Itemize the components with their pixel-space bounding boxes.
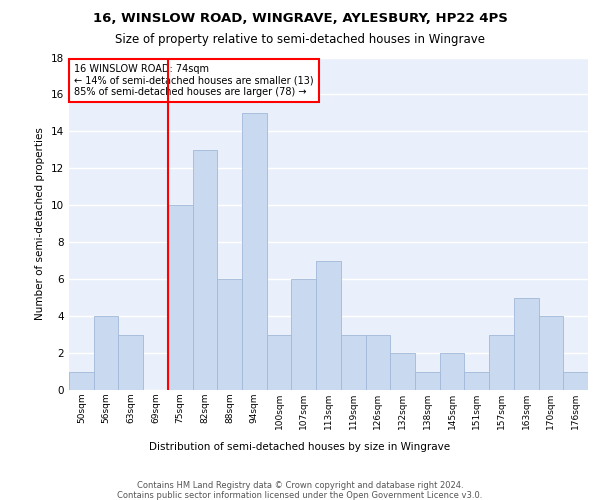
Bar xyxy=(168,206,193,390)
Text: 16, WINSLOW ROAD, WINGRAVE, AYLESBURY, HP22 4PS: 16, WINSLOW ROAD, WINGRAVE, AYLESBURY, H… xyxy=(92,12,508,26)
Bar xyxy=(118,334,143,390)
Bar xyxy=(341,334,365,390)
Bar xyxy=(217,279,242,390)
Text: Distribution of semi-detached houses by size in Wingrave: Distribution of semi-detached houses by … xyxy=(149,442,451,452)
Bar xyxy=(365,334,390,390)
Bar xyxy=(69,372,94,390)
Bar xyxy=(464,372,489,390)
Bar xyxy=(415,372,440,390)
Text: 16 WINSLOW ROAD: 74sqm
← 14% of semi-detached houses are smaller (13)
85% of sem: 16 WINSLOW ROAD: 74sqm ← 14% of semi-det… xyxy=(74,64,314,98)
Bar xyxy=(193,150,217,390)
Text: Size of property relative to semi-detached houses in Wingrave: Size of property relative to semi-detach… xyxy=(115,32,485,46)
Bar xyxy=(440,353,464,390)
Text: Contains HM Land Registry data © Crown copyright and database right 2024.
Contai: Contains HM Land Registry data © Crown c… xyxy=(118,481,482,500)
Bar xyxy=(242,113,267,390)
Bar xyxy=(316,260,341,390)
Bar xyxy=(539,316,563,390)
Bar xyxy=(267,334,292,390)
Bar xyxy=(489,334,514,390)
Bar xyxy=(292,279,316,390)
Bar xyxy=(514,298,539,390)
Y-axis label: Number of semi-detached properties: Number of semi-detached properties xyxy=(35,128,46,320)
Bar xyxy=(390,353,415,390)
Bar xyxy=(563,372,588,390)
Bar xyxy=(94,316,118,390)
